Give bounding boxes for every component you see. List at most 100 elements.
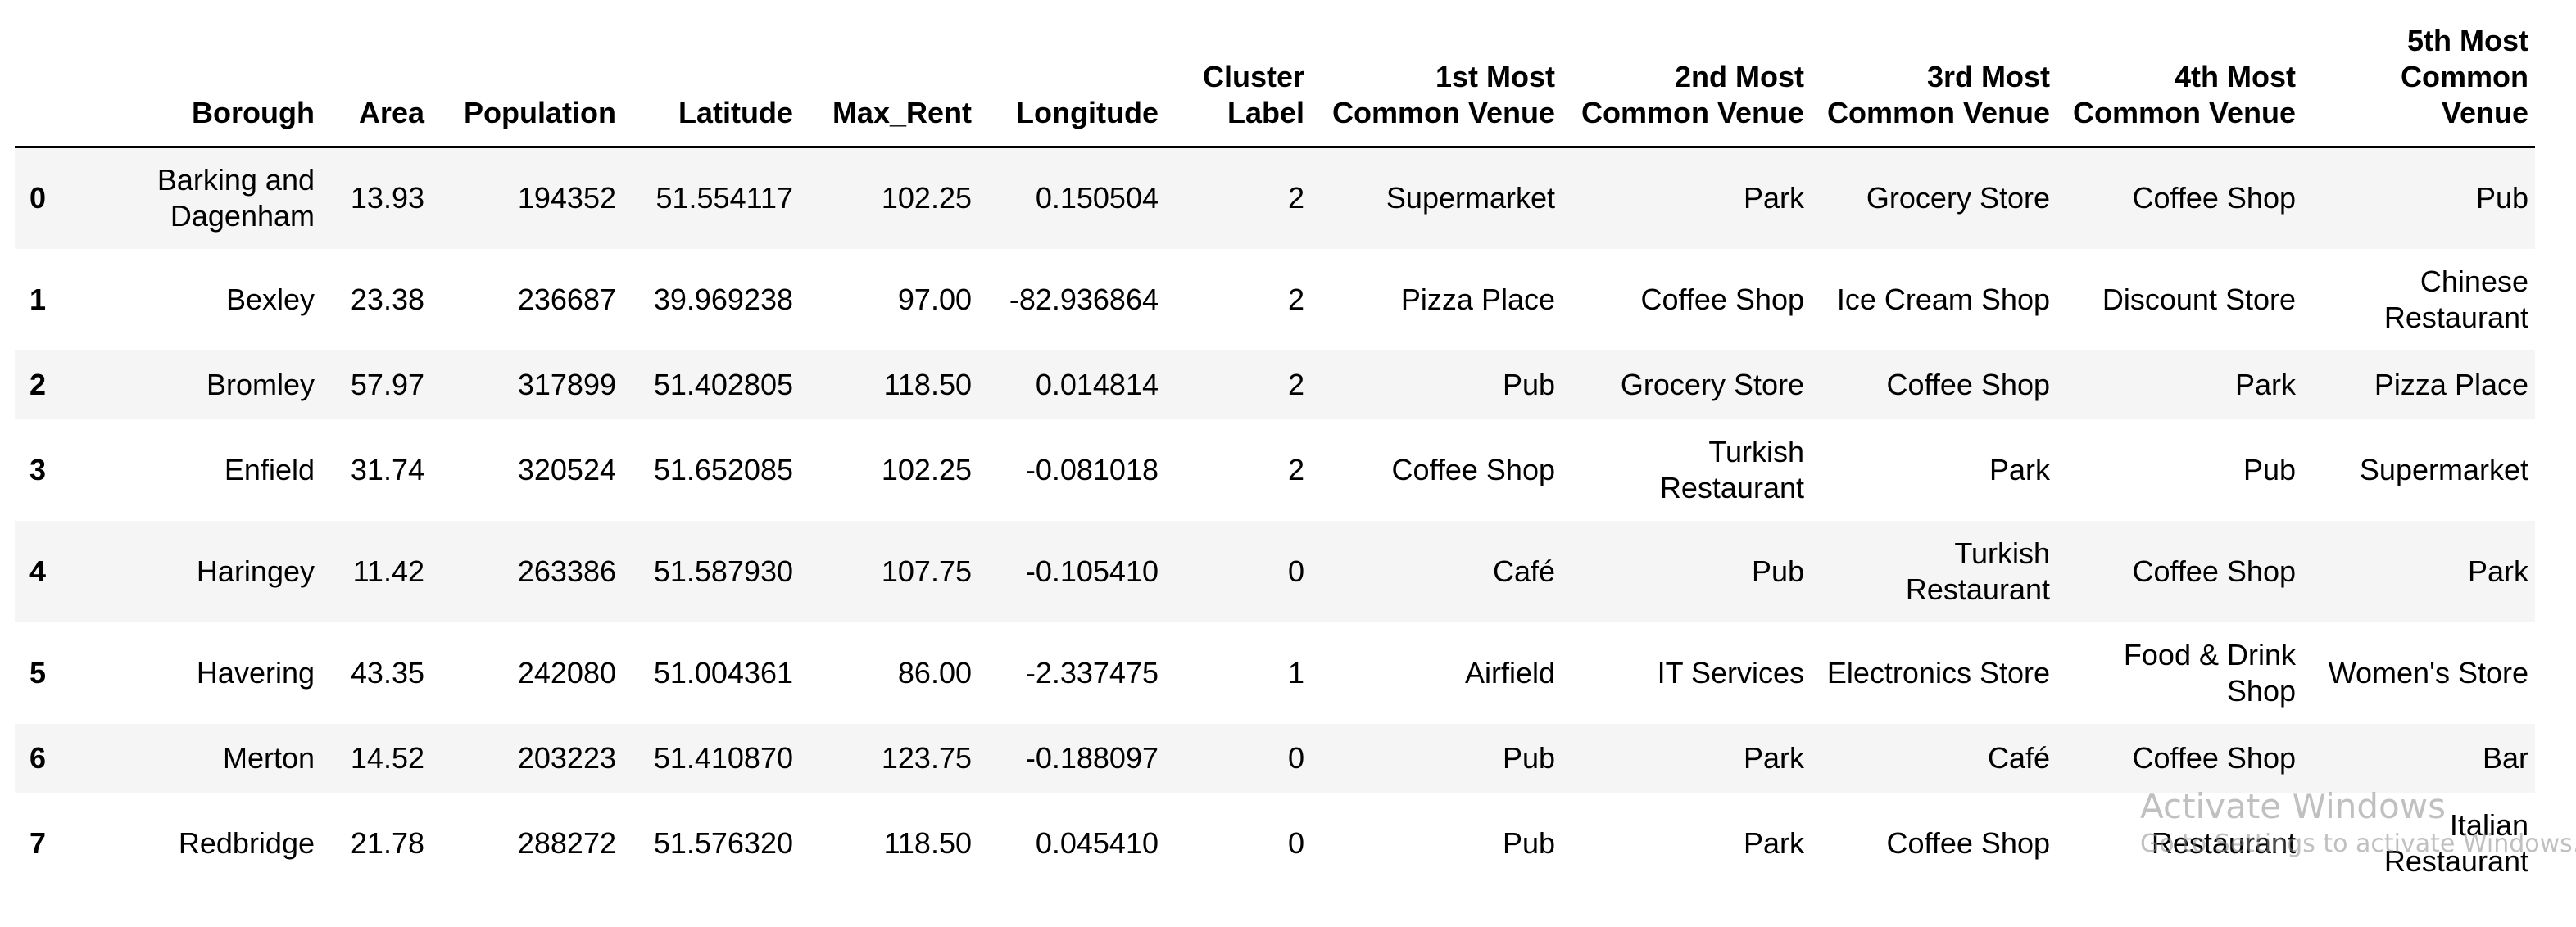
header-cluster-label: Cluster Label bbox=[1165, 0, 1311, 148]
cell-population: 317899 bbox=[517, 367, 616, 401]
cell-area: 13.93 bbox=[350, 181, 424, 215]
table-row: 6 Merton 14.52 203223 51.410870 123.75 -… bbox=[15, 723, 2535, 793]
cell-2nd-venue: Park bbox=[1743, 825, 1804, 860]
cell-3rd-venue: Coffee Shop bbox=[1886, 367, 2051, 401]
cell-longitude: -0.188097 bbox=[1025, 740, 1159, 775]
cell-1st-venue: Supermarket bbox=[1386, 181, 1555, 215]
cell-cluster-label: 0 bbox=[1287, 740, 1304, 775]
cell-2nd-venue: Turkish Restaurant bbox=[1659, 434, 1804, 504]
cell-cluster-label: 2 bbox=[1287, 181, 1304, 215]
cell-population: 194352 bbox=[517, 181, 616, 215]
cell-latitude: 51.587930 bbox=[653, 554, 793, 588]
cell-5th-venue: Chinese Restaurant bbox=[2383, 264, 2528, 334]
header-3rd-venue: 3rd Most Common Venue bbox=[1811, 0, 2057, 148]
cell-max-rent: 107.75 bbox=[881, 554, 972, 588]
table-row: 5 Havering 43.35 242080 51.004361 86.00 … bbox=[15, 622, 2535, 724]
cell-1st-venue: Coffee Shop bbox=[1391, 452, 1556, 486]
header-2nd-venue: 2nd Most Common Venue bbox=[1562, 0, 1811, 148]
cell-latitude: 51.554117 bbox=[655, 181, 793, 215]
cell-max-rent: 97.00 bbox=[897, 282, 972, 316]
cell-4th-venue: Pub bbox=[2243, 452, 2296, 486]
cell-max-rent: 118.50 bbox=[883, 825, 972, 860]
cell-longitude: -2.337475 bbox=[1025, 655, 1159, 690]
cell-5th-venue: Bar bbox=[2482, 740, 2528, 775]
cell-longitude: 0.045410 bbox=[1035, 825, 1159, 860]
header-1st-venue: 1st Most Common Venue bbox=[1311, 0, 1562, 148]
cell-4th-venue: Coffee Shop bbox=[2132, 554, 2297, 588]
row-index: 7 bbox=[29, 825, 47, 860]
cell-4th-venue: Coffee Shop bbox=[2132, 181, 2297, 215]
cell-3rd-venue: Electronics Store bbox=[1826, 655, 2050, 690]
cell-longitude: 0.014814 bbox=[1035, 367, 1159, 401]
row-index: 0 bbox=[29, 181, 47, 215]
cell-area: 31.74 bbox=[350, 452, 424, 486]
cell-3rd-venue: Park bbox=[1989, 452, 2050, 486]
header-population: Population bbox=[431, 0, 623, 148]
cell-1st-venue: Pub bbox=[1502, 367, 1555, 401]
dataframe-table: Borough Area Population Latitude Max_Ren… bbox=[15, 0, 2535, 894]
cell-population: 320524 bbox=[517, 452, 616, 486]
cell-population: 203223 bbox=[517, 740, 616, 775]
cell-3rd-venue: Café bbox=[1987, 740, 2050, 775]
cell-latitude: 51.004361 bbox=[653, 655, 793, 690]
cell-area: 14.52 bbox=[350, 740, 424, 775]
table-row: 0 Barking and Dagenham 13.93 194352 51.5… bbox=[15, 147, 2535, 249]
table-row: 4 Haringey 11.42 263386 51.587930 107.75… bbox=[15, 520, 2535, 622]
row-index: 6 bbox=[29, 740, 47, 775]
cell-1st-venue: Café bbox=[1492, 554, 1555, 588]
cell-1st-venue: Pub bbox=[1502, 825, 1555, 860]
table-row: 3 Enfield 31.74 320524 51.652085 102.25 … bbox=[15, 418, 2535, 521]
cell-max-rent: 86.00 bbox=[897, 655, 972, 690]
row-index: 2 bbox=[29, 367, 47, 401]
cell-max-rent: 102.25 bbox=[881, 181, 972, 215]
header-borough: Borough bbox=[100, 0, 321, 148]
table-row: 1 Bexley 23.38 236687 39.969238 97.00 -8… bbox=[15, 248, 2535, 350]
cell-area: 57.97 bbox=[350, 367, 424, 401]
cell-longitude: 0.150504 bbox=[1035, 181, 1159, 215]
cell-cluster-label: 0 bbox=[1287, 825, 1304, 860]
cell-latitude: 51.652085 bbox=[653, 452, 793, 486]
cell-4th-venue: Restaurant bbox=[2151, 825, 2296, 860]
header-index bbox=[15, 0, 100, 148]
cell-area: 11.42 bbox=[352, 554, 424, 588]
cell-1st-venue: Airfield bbox=[1464, 655, 1555, 690]
cell-3rd-venue: Grocery Store bbox=[1866, 181, 2050, 215]
cell-cluster-label: 1 bbox=[1287, 655, 1304, 690]
header-4th-venue: 4th Most Common Venue bbox=[2057, 0, 2302, 148]
cell-borough: Bexley bbox=[225, 282, 315, 316]
cell-max-rent: 118.50 bbox=[883, 367, 972, 401]
header-max-rent: Max_Rent bbox=[800, 0, 978, 148]
cell-population: 288272 bbox=[517, 825, 616, 860]
cell-2nd-venue: IT Services bbox=[1657, 655, 1804, 690]
cell-longitude: -82.936864 bbox=[1009, 282, 1159, 316]
cell-2nd-venue: Grocery Store bbox=[1620, 367, 1804, 401]
cell-borough: Bromley bbox=[206, 367, 315, 401]
cell-longitude: -0.105410 bbox=[1025, 554, 1159, 588]
cell-2nd-venue: Park bbox=[1743, 181, 1804, 215]
cell-5th-venue: Pizza Place bbox=[2374, 367, 2528, 401]
cell-cluster-label: 2 bbox=[1287, 452, 1304, 486]
cell-1st-venue: Pub bbox=[1502, 740, 1555, 775]
row-index: 3 bbox=[29, 452, 47, 486]
cell-borough: Redbridge bbox=[178, 825, 315, 860]
cell-3rd-venue: Ice Cream Shop bbox=[1836, 282, 2050, 316]
cell-4th-venue: Coffee Shop bbox=[2132, 740, 2297, 775]
cell-2nd-venue: Pub bbox=[1751, 554, 1804, 588]
cell-5th-venue: Women's Store bbox=[2328, 655, 2528, 690]
cell-borough: Enfield bbox=[224, 452, 315, 486]
cell-population: 242080 bbox=[517, 655, 616, 690]
table-row: 7 Redbridge 21.78 288272 51.576320 118.5… bbox=[15, 792, 2535, 894]
header-area: Area bbox=[321, 0, 431, 148]
cell-area: 23.38 bbox=[350, 282, 424, 316]
header-latitude: Latitude bbox=[623, 0, 800, 148]
cell-latitude: 51.402805 bbox=[653, 367, 793, 401]
row-index: 5 bbox=[29, 655, 47, 690]
cell-longitude: -0.081018 bbox=[1025, 452, 1159, 486]
cell-5th-venue: Supermarket bbox=[2359, 452, 2528, 486]
cell-cluster-label: 0 bbox=[1287, 554, 1304, 588]
header-row: Borough Area Population Latitude Max_Ren… bbox=[15, 0, 2535, 148]
row-index: 4 bbox=[29, 554, 47, 588]
cell-borough: Barking and Dagenham bbox=[156, 163, 315, 233]
cell-latitude: 39.969238 bbox=[653, 282, 793, 316]
cell-5th-venue: Pub bbox=[2475, 181, 2528, 215]
